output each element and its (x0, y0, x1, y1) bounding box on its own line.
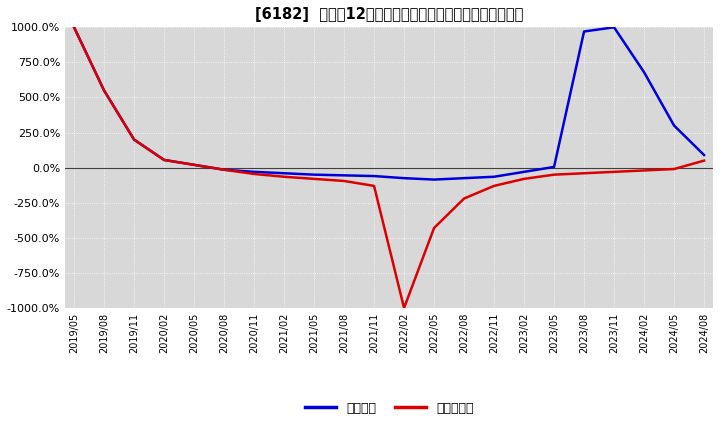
Title: [6182]  利益の12か月移動合計の対前年同期増減率の推移: [6182] 利益の12か月移動合計の対前年同期増減率の推移 (255, 7, 523, 22)
当期純利益 (130, 137, 138, 142)
当期純利益 (400, 305, 408, 311)
当期純利益 (190, 162, 199, 168)
経常利益 (400, 176, 408, 181)
経常利益 (640, 70, 649, 75)
経常利益 (670, 123, 678, 128)
経常利益 (580, 29, 588, 34)
経常利益 (430, 177, 438, 182)
当期純利益 (490, 183, 498, 188)
経常利益 (460, 176, 469, 181)
経常利益 (520, 169, 528, 175)
経常利益 (490, 174, 498, 180)
当期純利益 (700, 158, 708, 163)
当期純利益 (70, 25, 78, 30)
当期純利益 (340, 178, 348, 183)
Legend: 経常利益, 当期純利益: 経常利益, 当期純利益 (300, 396, 478, 420)
経常利益 (550, 164, 559, 169)
当期純利益 (460, 196, 469, 201)
当期純利益 (280, 174, 289, 180)
経常利益 (160, 157, 168, 162)
当期純利益 (550, 172, 559, 177)
当期純利益 (310, 176, 318, 182)
経常利益 (100, 88, 109, 93)
経常利益 (190, 162, 199, 168)
経常利益 (70, 25, 78, 30)
経常利益 (280, 171, 289, 176)
当期純利益 (640, 168, 649, 173)
経常利益 (700, 152, 708, 158)
当期純利益 (370, 183, 379, 188)
経常利益 (310, 172, 318, 177)
経常利益 (610, 25, 618, 30)
経常利益 (250, 169, 258, 175)
当期純利益 (520, 176, 528, 182)
当期純利益 (580, 171, 588, 176)
当期純利益 (100, 88, 109, 93)
経常利益 (370, 173, 379, 179)
経常利益 (220, 167, 228, 172)
当期純利益 (670, 166, 678, 172)
当期純利益 (610, 169, 618, 175)
Line: 経常利益: 経常利益 (74, 27, 704, 180)
当期純利益 (220, 167, 228, 172)
当期純利益 (250, 171, 258, 176)
経常利益 (340, 173, 348, 178)
Line: 当期純利益: 当期純利益 (74, 27, 704, 308)
当期純利益 (160, 157, 168, 162)
当期純利益 (430, 225, 438, 231)
経常利益 (130, 137, 138, 142)
